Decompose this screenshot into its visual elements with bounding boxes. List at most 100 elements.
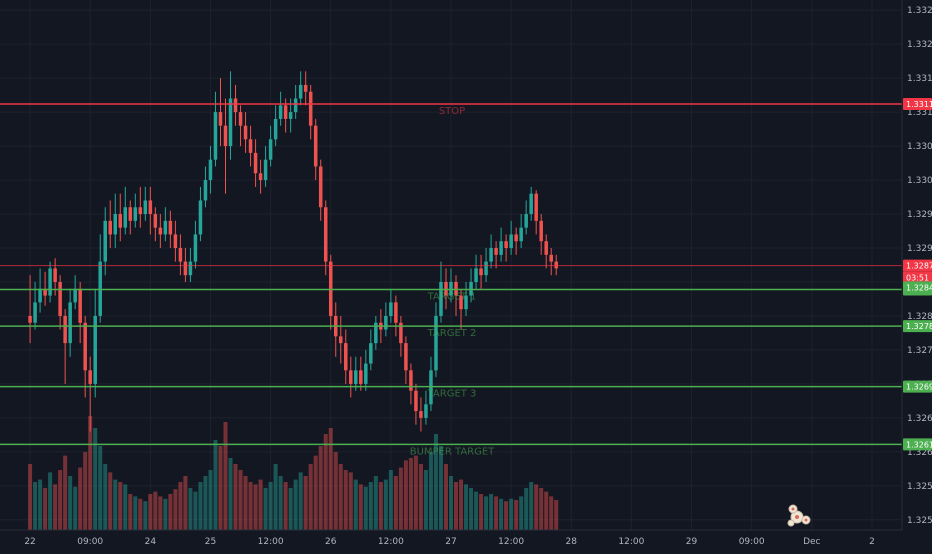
candle-body[interactable] bbox=[93, 315, 97, 384]
candle-body[interactable] bbox=[339, 336, 343, 344]
candle-body[interactable] bbox=[153, 214, 158, 228]
candle-body[interactable] bbox=[349, 370, 353, 384]
time-axis[interactable] bbox=[0, 530, 932, 550]
candle-body[interactable] bbox=[118, 214, 123, 228]
candle-body[interactable] bbox=[63, 315, 67, 344]
candle-body[interactable] bbox=[253, 152, 258, 174]
candle-body[interactable] bbox=[354, 370, 358, 384]
candle-body[interactable] bbox=[303, 84, 308, 92]
candle-body[interactable] bbox=[148, 200, 153, 215]
candle-body[interactable] bbox=[434, 315, 438, 371]
candle-body[interactable] bbox=[263, 159, 268, 181]
candle-body[interactable] bbox=[103, 220, 107, 262]
candle-body[interactable] bbox=[58, 281, 62, 316]
candle-body[interactable] bbox=[228, 98, 233, 147]
candle-body[interactable] bbox=[494, 248, 498, 255]
candle-body[interactable] bbox=[484, 261, 488, 276]
candle-body[interactable] bbox=[293, 98, 298, 113]
candle-body[interactable] bbox=[163, 220, 168, 235]
candle-body[interactable] bbox=[514, 234, 518, 242]
candle-body[interactable] bbox=[78, 288, 82, 323]
candle-body[interactable] bbox=[389, 302, 393, 316]
candle-body[interactable] bbox=[158, 227, 163, 235]
candlesticks[interactable] bbox=[28, 71, 558, 432]
candle-body[interactable] bbox=[529, 193, 533, 215]
candle-body[interactable] bbox=[193, 234, 198, 262]
candle-body[interactable] bbox=[439, 281, 443, 316]
candle-body[interactable] bbox=[28, 315, 32, 323]
candle-body[interactable] bbox=[424, 404, 428, 418]
candle-body[interactable] bbox=[374, 322, 378, 344]
candle-body[interactable] bbox=[278, 105, 283, 119]
candle-body[interactable] bbox=[218, 112, 223, 126]
candle-body[interactable] bbox=[544, 241, 548, 255]
candle-body[interactable] bbox=[88, 370, 92, 384]
candle-body[interactable] bbox=[128, 207, 133, 221]
candle-body[interactable] bbox=[283, 105, 288, 119]
candle-body[interactable] bbox=[123, 207, 128, 228]
candle-body[interactable] bbox=[479, 268, 483, 276]
candle-body[interactable] bbox=[549, 254, 553, 262]
candle-body[interactable] bbox=[168, 220, 173, 235]
candle-body[interactable] bbox=[499, 241, 503, 255]
candle-body[interactable] bbox=[248, 139, 253, 153]
candle-body[interactable] bbox=[504, 241, 508, 249]
candle-body[interactable] bbox=[509, 234, 513, 249]
candle-body[interactable] bbox=[238, 112, 243, 126]
candle-body[interactable] bbox=[539, 220, 543, 242]
candle-body[interactable] bbox=[489, 248, 493, 262]
candle-body[interactable] bbox=[474, 268, 478, 282]
candle-body[interactable] bbox=[73, 288, 77, 303]
candle-body[interactable] bbox=[308, 91, 313, 126]
candle-body[interactable] bbox=[68, 302, 72, 344]
candle-body[interactable] bbox=[318, 166, 323, 208]
candle-body[interactable] bbox=[298, 84, 303, 99]
candle-body[interactable] bbox=[394, 302, 398, 323]
candle-body[interactable] bbox=[183, 261, 188, 276]
candle-body[interactable] bbox=[524, 214, 528, 228]
candle-body[interactable] bbox=[38, 288, 42, 303]
candle-body[interactable] bbox=[83, 322, 87, 371]
candle-body[interactable] bbox=[464, 295, 468, 310]
candle-body[interactable] bbox=[138, 207, 143, 215]
candle-body[interactable] bbox=[243, 125, 248, 140]
candle-body[interactable] bbox=[519, 227, 523, 242]
candle-body[interactable] bbox=[313, 125, 318, 167]
candle-body[interactable] bbox=[554, 261, 558, 269]
candle-body[interactable] bbox=[369, 343, 373, 364]
candle-body[interactable] bbox=[459, 295, 463, 310]
candle-body[interactable] bbox=[33, 302, 37, 323]
candle-body[interactable] bbox=[288, 112, 293, 119]
candle-body[interactable] bbox=[414, 390, 418, 412]
candle-body[interactable] bbox=[203, 180, 208, 201]
candle-body[interactable] bbox=[198, 200, 203, 235]
candle-body[interactable] bbox=[534, 193, 538, 221]
candle-body[interactable] bbox=[143, 200, 148, 215]
candle-body[interactable] bbox=[53, 268, 57, 282]
candle-body[interactable] bbox=[359, 370, 363, 384]
candle-body[interactable] bbox=[208, 159, 213, 181]
candle-body[interactable] bbox=[323, 207, 328, 262]
candle-body[interactable] bbox=[113, 214, 118, 235]
candle-body[interactable] bbox=[43, 288, 47, 296]
candle-body[interactable] bbox=[213, 112, 218, 160]
candle-body[interactable] bbox=[233, 98, 238, 113]
candle-body[interactable] bbox=[108, 220, 112, 235]
candle-body[interactable] bbox=[268, 139, 273, 160]
candle-body[interactable] bbox=[273, 118, 278, 140]
candle-body[interactable] bbox=[223, 125, 228, 147]
candle-body[interactable] bbox=[48, 268, 52, 296]
candle-body[interactable] bbox=[419, 411, 423, 418]
candle-body[interactable] bbox=[178, 248, 183, 262]
candle-body[interactable] bbox=[133, 207, 138, 221]
candle-body[interactable] bbox=[188, 261, 193, 276]
candle-body[interactable] bbox=[344, 343, 348, 371]
candle-body[interactable] bbox=[364, 363, 368, 384]
candle-body[interactable] bbox=[173, 234, 178, 249]
candle-body[interactable] bbox=[258, 173, 263, 181]
candle-body[interactable] bbox=[384, 315, 388, 330]
candle-body[interactable] bbox=[404, 343, 408, 371]
candle-body[interactable] bbox=[399, 322, 403, 344]
